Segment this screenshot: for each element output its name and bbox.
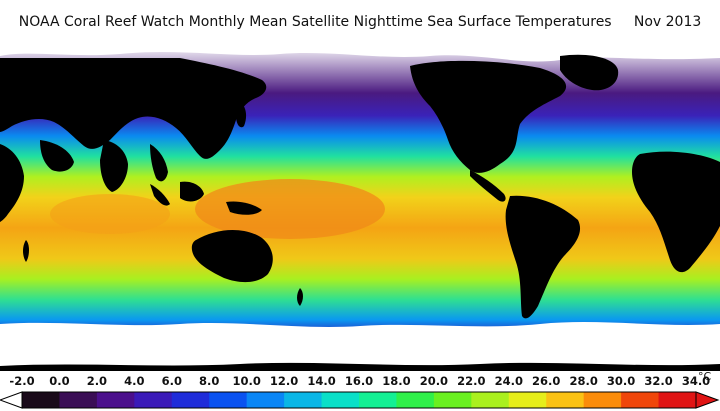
colorbar-tick-label: 2.0 bbox=[86, 374, 108, 388]
antarctic-ice bbox=[0, 322, 720, 371]
colorbar-segment bbox=[658, 392, 697, 408]
colorbar-tick-label: 24.0 bbox=[494, 374, 523, 388]
warm-pool-west-pacific bbox=[195, 179, 385, 239]
colorbar-segment bbox=[321, 392, 360, 408]
colorbar-tick-label: 34.0 bbox=[681, 374, 711, 388]
colorbar-tick-label: 8.0 bbox=[199, 374, 220, 388]
colorbar-segment bbox=[246, 392, 285, 408]
colorbar-segment bbox=[621, 392, 660, 408]
map-title: NOAA Coral Reef Watch Monthly Mean Satel… bbox=[18, 14, 702, 30]
colorbar-tick-label: -2.0 bbox=[9, 374, 35, 388]
colorbar-segment bbox=[209, 392, 248, 408]
colorbar-tick-label: 14.0 bbox=[307, 374, 336, 388]
colorbar-tick-label: 30.0 bbox=[606, 374, 636, 388]
colorbar-tick-label: 16.0 bbox=[344, 374, 374, 388]
colorbar-segment bbox=[396, 392, 435, 408]
colorbar-right-arrow bbox=[695, 391, 720, 409]
colorbar-segment bbox=[134, 392, 173, 408]
land bbox=[0, 54, 720, 319]
colorbar-segment bbox=[546, 392, 585, 408]
colorbar-tick-label: 6.0 bbox=[161, 374, 182, 388]
colorbar-segment bbox=[284, 392, 323, 408]
colorbar-tick-label: 28.0 bbox=[569, 374, 598, 388]
colorbar bbox=[0, 391, 720, 409]
colorbar-tick-label: 32.0 bbox=[644, 374, 673, 388]
colorbar-border bbox=[21, 391, 697, 409]
colorbar-tick-label: 18.0 bbox=[382, 374, 411, 388]
colorbar-segment bbox=[359, 392, 397, 408]
sst-map-canvas bbox=[0, 44, 720, 371]
antarctica bbox=[0, 362, 720, 371]
colorbar-tick-label: 22.0 bbox=[457, 374, 486, 388]
colorbar-segment bbox=[583, 392, 622, 408]
warm-pool-indian bbox=[50, 194, 170, 234]
colorbar-tick-labels: -2.0 0.0 2.0 4.0 6.0 8.0 10.0 12.0 14.0 16.0 18.0 2… bbox=[0, 373, 720, 391]
colorbar-segment bbox=[508, 392, 547, 408]
arctic-ice bbox=[0, 44, 720, 62]
colorbar-segment bbox=[96, 392, 135, 408]
colorbar-legend: -2.0 0.0 2.0 4.0 6.0 8.0 10.0 12.0 14.0 16.0 18.0 2… bbox=[0, 370, 720, 411]
colorbar-segment bbox=[471, 392, 510, 408]
colorbar-segment bbox=[433, 392, 472, 408]
colorbar-tick-label: 12.0 bbox=[269, 374, 299, 388]
colorbar-tick-label: 0.0 bbox=[49, 374, 70, 388]
colorbar-segment bbox=[22, 392, 60, 408]
colorbar-tick-label: 20.0 bbox=[419, 374, 449, 388]
colorbar-left-arrow bbox=[0, 391, 23, 409]
sst-map bbox=[0, 44, 720, 371]
colorbar-tick-label: 10.0 bbox=[232, 374, 261, 388]
colorbar-unit: °C bbox=[698, 370, 712, 383]
colorbar-tick-label: 4.0 bbox=[124, 374, 145, 388]
colorbar-segment bbox=[59, 392, 98, 408]
colorbar-segment bbox=[171, 392, 210, 408]
colorbar-tick-label: 26.0 bbox=[532, 374, 561, 388]
